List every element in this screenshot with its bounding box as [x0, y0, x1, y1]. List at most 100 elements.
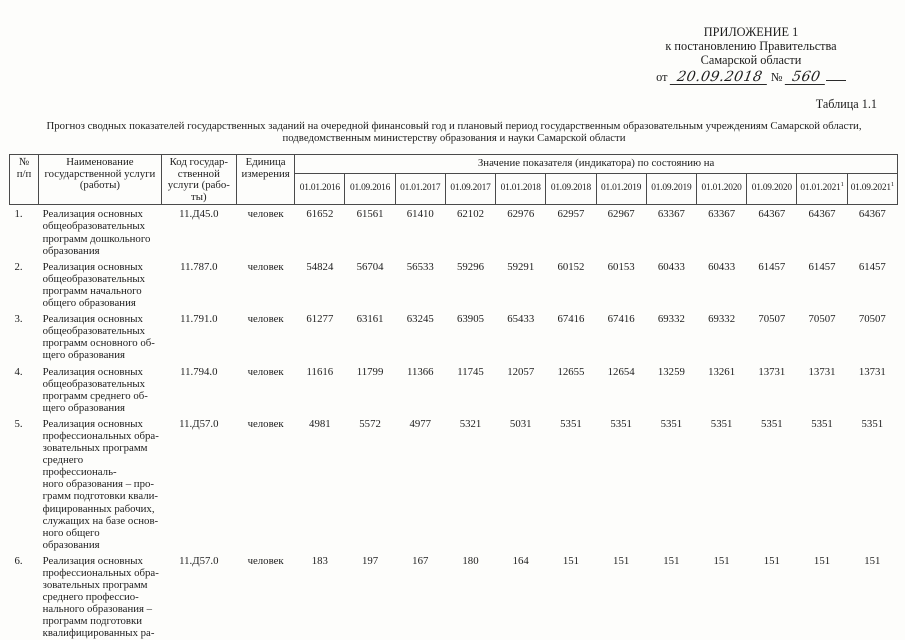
service-name-cell: Реализация основных общеобразовательных …: [42, 260, 146, 310]
value-cell: 54824: [306, 260, 334, 273]
footnote-marker: 1: [840, 181, 844, 189]
date-col-header: 01.09.2020: [746, 172, 798, 206]
date-text: 01.01.2021: [800, 183, 841, 194]
value-cell: 5351: [861, 417, 884, 430]
date-col-header: 01.09.2018: [545, 172, 597, 206]
value-cell: 13261: [708, 365, 736, 378]
unit-cell: человек: [247, 365, 284, 378]
value-cell: 61652: [306, 208, 334, 221]
row-number: 1.: [14, 208, 23, 221]
table-row: 6. Реализация основных профессиональных …: [10, 552, 898, 640]
value-cell: 11616: [306, 365, 334, 378]
value-cell: 65433: [507, 313, 535, 326]
value-cell: 69332: [708, 313, 736, 326]
value-cell: 5351: [610, 417, 632, 430]
table-row: 4. Реализация основных общеобразовательн…: [10, 363, 898, 415]
value-cell: 5031: [509, 417, 532, 430]
value-cell: 151: [813, 554, 831, 567]
table-row: 2. Реализация основных общеобразовательн…: [10, 258, 898, 310]
value-cell: 69332: [657, 313, 685, 326]
row-number: 3.: [14, 313, 23, 326]
value-cell: 183: [311, 554, 328, 567]
value-cell: 13731: [808, 365, 836, 378]
handwritten-number: 560: [784, 69, 828, 86]
unit-cell: человек: [247, 260, 284, 273]
value-cell: 63367: [657, 208, 685, 221]
value-cell: 151: [864, 554, 881, 567]
value-cell: 5351: [560, 417, 582, 430]
service-name-cell: Реализация основных профессиональных обр…: [42, 417, 159, 551]
value-cell: 59296: [457, 260, 484, 273]
date-col-header: 01.01.2019: [595, 172, 647, 206]
date-text: 01.09.2021: [850, 183, 891, 194]
value-cell: 60152: [557, 260, 585, 273]
service-code-cell: 11.Д45.0: [179, 208, 219, 221]
table-header: № п/п Наименование государственной услуг…: [8, 153, 899, 206]
value-cell: 56533: [406, 260, 434, 273]
value-cell: 5572: [359, 417, 381, 430]
value-cell: 70507: [858, 313, 886, 326]
service-code-cell: 11.791.0: [180, 313, 218, 326]
row-number: 4.: [14, 365, 23, 378]
value-cell: 13259: [657, 365, 685, 378]
value-cell: 164: [512, 554, 529, 567]
value-cell: 11745: [457, 365, 484, 378]
value-cell: 151: [562, 554, 580, 567]
value-cell: 151: [663, 554, 680, 567]
value-cell: 151: [763, 554, 780, 567]
unit-cell: человек: [247, 208, 284, 221]
value-cell: 13731: [758, 365, 786, 378]
value-cell: 61277: [306, 313, 334, 326]
value-cell: 56704: [356, 260, 384, 273]
col-header-service-code: Код государ- ственной услуги (рабо- ты): [160, 153, 237, 206]
value-cell: 13731: [858, 365, 886, 378]
date-col-header: 01.09.2019: [645, 172, 697, 206]
row-number: 2.: [14, 260, 23, 273]
value-cell: 70507: [808, 313, 836, 326]
value-cell: 5351: [761, 417, 783, 430]
value-cell: 5351: [660, 417, 683, 430]
value-cell: 60153: [607, 260, 635, 273]
table-row: 1. Реализация основных общеобразовательн…: [10, 205, 898, 258]
col-header-unit: Единица измерения: [235, 153, 296, 206]
service-code-cell: 11.Д57.0: [179, 554, 219, 567]
value-cell: 63245: [406, 313, 434, 326]
value-cell: 167: [412, 554, 429, 567]
value-cell: 61457: [758, 260, 786, 273]
date-col-header: 01.01.2017: [394, 172, 446, 206]
value-cell: 12057: [507, 365, 535, 378]
value-cell: 63367: [708, 208, 736, 221]
appendix-title: ПРИЛОЖЕНИЕ 1: [703, 25, 799, 39]
decree-date-number-line: от 20.09.2018 № 560: [600, 68, 902, 86]
value-cell: 180: [462, 554, 479, 567]
table-row: 3. Реализация основных общеобразовательн…: [10, 310, 898, 362]
value-cell: 62976: [507, 208, 535, 221]
value-cell: 4977: [409, 417, 432, 430]
row-number: 5.: [14, 417, 23, 430]
date-col-header: 01.01.2016: [294, 172, 346, 206]
value-cell: 4981: [309, 417, 331, 430]
number-prefix: №: [770, 70, 783, 85]
value-cell: 151: [713, 554, 730, 567]
value-cell: 61410: [406, 208, 434, 221]
unit-cell: человек: [247, 554, 284, 567]
date-col-header: 01.09.2017: [444, 172, 497, 206]
date-prefix: от: [656, 70, 668, 85]
service-code-cell: 11.794.0: [180, 365, 218, 378]
value-cell: 62102: [457, 208, 484, 221]
value-cell: 61457: [858, 260, 886, 273]
value-cell: 64367: [758, 208, 786, 221]
service-name-cell: Реализация основных общеобразовательных …: [42, 365, 148, 414]
value-cell: 63905: [457, 313, 484, 326]
value-cell: 11799: [356, 365, 384, 378]
handwritten-date: 20.09.2018: [669, 69, 769, 86]
value-cell: 62967: [607, 208, 635, 221]
footnote-marker: 1: [890, 181, 894, 189]
value-cell: 61561: [356, 208, 384, 221]
value-cell: 70507: [758, 313, 786, 326]
forecast-table: № п/п Наименование государственной услуг…: [8, 153, 899, 640]
value-cell: 5351: [710, 417, 733, 430]
appendix-block: ПРИЛОЖЕНИЕ 1 к постановлению Правительст…: [600, 25, 902, 86]
value-cell: 60433: [657, 260, 685, 273]
